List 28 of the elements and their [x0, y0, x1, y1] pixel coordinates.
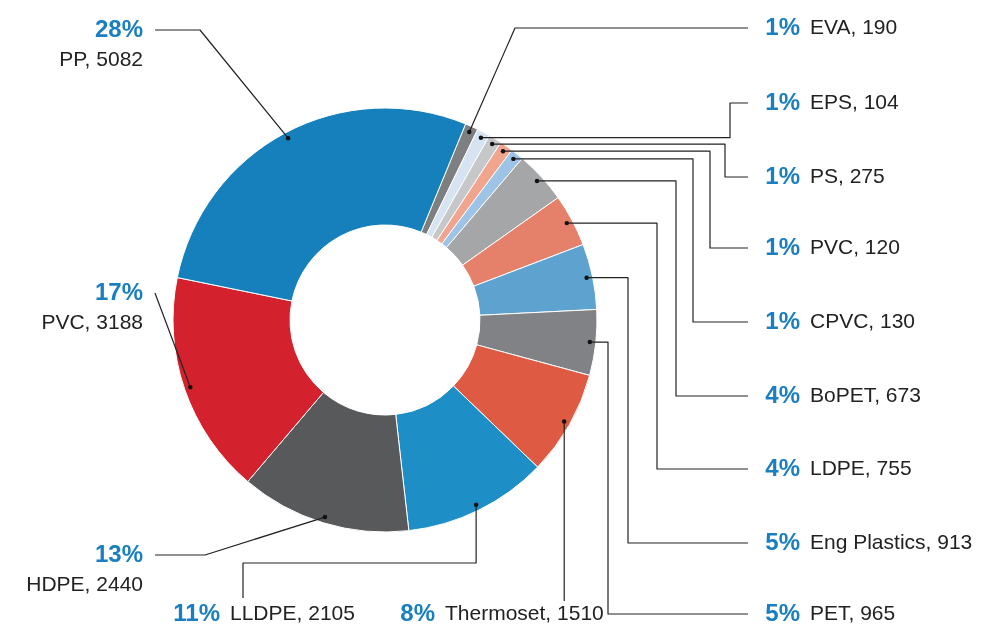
data-label: 1%	[765, 88, 800, 115]
data-label: 28%	[94, 15, 143, 42]
data-label: 1%	[765, 13, 800, 40]
data-label: 13%	[94, 540, 143, 567]
slice-label: PVC, 3188	[41, 310, 143, 333]
slice-label: Eng Plastics, 913	[810, 530, 973, 553]
slice-label: Thermoset, 1510	[445, 601, 604, 624]
slice-label: PVC, 120	[810, 235, 900, 258]
data-label: 1%	[765, 233, 800, 260]
data-label: 5%	[765, 599, 800, 626]
slice-label: BoPET, 673	[810, 383, 921, 406]
data-label: 11%	[173, 599, 220, 626]
slice-label: PS, 275	[810, 164, 885, 187]
data-label: 17%	[94, 278, 143, 305]
data-label: 1%	[765, 162, 800, 189]
slice-label: PET, 965	[810, 601, 896, 624]
slice-label: EPS, 104	[810, 90, 900, 113]
slice-label: EVA, 190	[810, 15, 898, 38]
slice-label: CPVC, 130	[810, 309, 916, 332]
data-label: 8%	[400, 599, 435, 626]
data-label: 5%	[765, 528, 800, 555]
slice-label: LDPE, 755	[810, 456, 912, 479]
data-label: 4%	[765, 381, 800, 408]
slice-label: LLDPE, 2105	[230, 601, 355, 624]
data-label: 4%	[765, 454, 800, 481]
data-label: 1%	[765, 307, 800, 334]
slice-label: PP, 5082	[59, 47, 143, 70]
slice-label: HDPE, 2440	[26, 572, 143, 595]
